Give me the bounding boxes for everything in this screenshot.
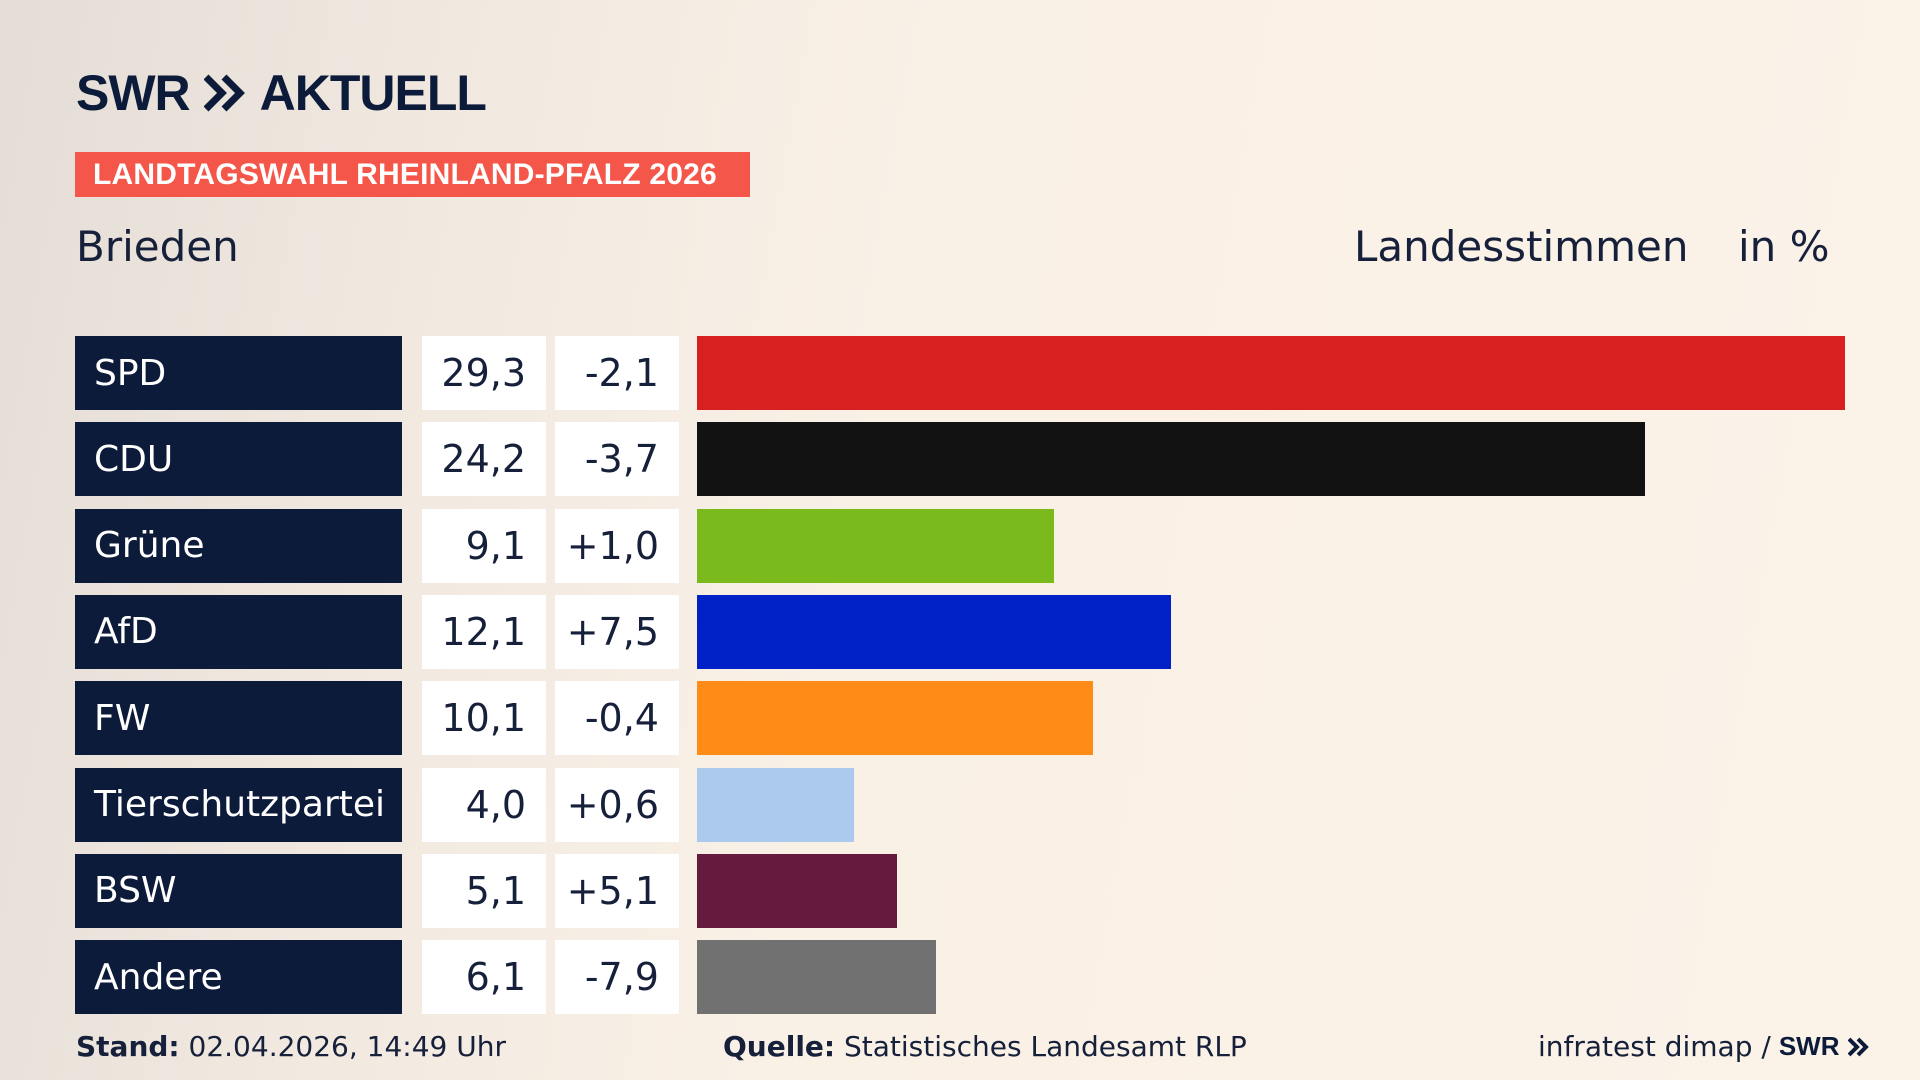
- vote-share-value: 24,2: [422, 422, 546, 497]
- bar-tierschutzpartei: [697, 767, 854, 842]
- party-label: Andere: [75, 940, 402, 1015]
- swr-aktuell-logo: SWR AKTUELL: [76, 65, 487, 121]
- logo-aktuell-text: AKTUELL: [259, 65, 487, 121]
- change-value: -7,9: [555, 940, 679, 1015]
- party-label: BSW: [75, 853, 402, 928]
- unit-label: in %: [1738, 222, 1830, 271]
- party-label: Tierschutzpartei: [75, 767, 402, 842]
- logo-swr-text: SWR: [76, 65, 191, 121]
- change-value: +7,5: [555, 594, 679, 669]
- vote-share-value: 10,1: [422, 681, 546, 756]
- measure-label: Landesstimmen: [1354, 222, 1689, 271]
- bar-grüne: [697, 508, 1054, 583]
- change-value: +0,6: [555, 767, 679, 842]
- party-label: SPD: [75, 336, 402, 410]
- source: Quelle: Statistisches Landesamt RLP: [723, 1030, 1247, 1063]
- result-row: AfD 12,1 +7,5: [0, 594, 1920, 669]
- party-label: CDU: [75, 422, 402, 497]
- result-row: Grüne 9,1 +1,0: [0, 508, 1920, 583]
- result-row: Andere 6,1 -7,9: [0, 940, 1920, 1015]
- bar-afd: [697, 594, 1171, 669]
- result-row: BSW 5,1 +5,1: [0, 853, 1920, 928]
- vote-share-value: 5,1: [422, 853, 546, 928]
- small-double-chevron-icon: [1847, 1037, 1869, 1056]
- result-row: FW 10,1 -0,4: [0, 681, 1920, 756]
- double-chevron-icon: [203, 74, 245, 112]
- bar-andere: [697, 940, 936, 1015]
- vote-share-value: 29,3: [422, 336, 546, 410]
- change-value: +5,1: [555, 853, 679, 928]
- party-label: AfD: [75, 594, 402, 669]
- timestamp: Stand: 02.04.2026, 14:49 Uhr: [76, 1030, 506, 1063]
- vote-share-value: 4,0: [422, 767, 546, 842]
- change-value: +1,0: [555, 508, 679, 583]
- vote-share-value: 12,1: [422, 594, 546, 669]
- result-row: Tierschutzpartei 4,0 +0,6: [0, 767, 1920, 842]
- bar-spd: [697, 336, 1845, 410]
- credit-swr-logo: SWR: [1778, 1031, 1840, 1061]
- bar-bsw: [697, 853, 897, 928]
- election-banner: LANDTAGSWAHL RHEINLAND-PFALZ 2026: [75, 152, 750, 197]
- timestamp-value: 02.04.2026, 14:49 Uhr: [188, 1030, 506, 1063]
- change-value: -0,4: [555, 681, 679, 756]
- source-value: Statistisches Landesamt RLP: [844, 1030, 1247, 1063]
- credit: infratest dimap / SWR: [1538, 1030, 1870, 1063]
- timestamp-label: Stand:: [76, 1030, 180, 1063]
- party-label: Grüne: [75, 508, 402, 583]
- source-label: Quelle:: [723, 1030, 836, 1063]
- result-row: SPD 29,3 -2,1: [0, 336, 1920, 410]
- result-row: CDU 24,2 -3,7: [0, 422, 1920, 497]
- bar-cdu: [697, 422, 1645, 497]
- vote-share-value: 6,1: [422, 940, 546, 1015]
- party-label: FW: [75, 681, 402, 756]
- change-value: -3,7: [555, 422, 679, 497]
- change-value: -2,1: [555, 336, 679, 410]
- credit-text: infratest dimap /: [1538, 1030, 1771, 1063]
- vote-share-value: 9,1: [422, 508, 546, 583]
- bar-fw: [697, 681, 1093, 756]
- location-title: Brieden: [76, 222, 239, 271]
